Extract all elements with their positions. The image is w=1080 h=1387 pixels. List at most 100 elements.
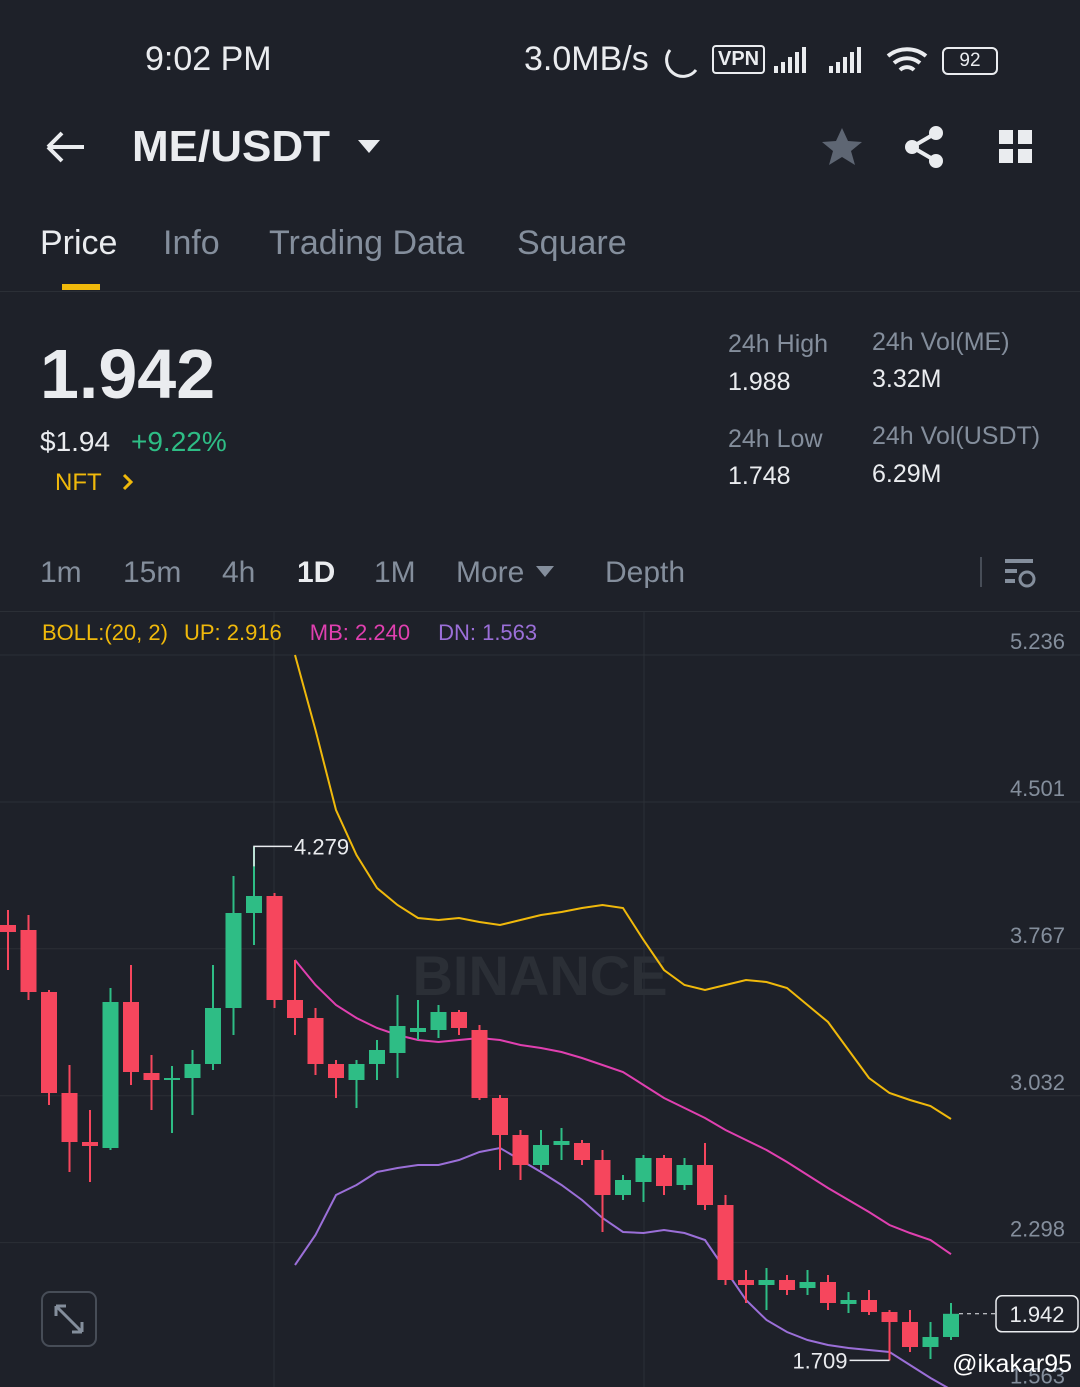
- candle-body: [533, 1145, 549, 1165]
- stat-label: 24h Vol(ME): [872, 328, 1010, 356]
- stat-value: 1.748: [728, 462, 791, 490]
- candle-body: [20, 930, 37, 992]
- tab[interactable]: Info: [163, 224, 220, 262]
- last-price: 1.942: [40, 335, 216, 413]
- signal: [774, 47, 861, 73]
- interval[interactable]: 15m: [123, 556, 182, 589]
- candle-body: [840, 1300, 857, 1304]
- candle-body: [410, 1028, 426, 1032]
- expand-icon: [54, 1304, 84, 1334]
- wifi: [886, 47, 928, 72]
- stat-label: 24h High: [728, 330, 829, 358]
- candle-body: [717, 1205, 734, 1280]
- low-label: 1.709: [792, 1348, 847, 1373]
- legend: BOLL:(20, 2) UP: 2.916 MB: 2.240 DN: 1.563: [42, 620, 537, 645]
- legend-entry: UP: 2.916: [184, 620, 282, 645]
- candle-body: [307, 1018, 324, 1064]
- candle-body: [676, 1165, 693, 1185]
- battery: 92: [942, 47, 998, 75]
- boll-line: [294, 654, 952, 1120]
- indicator: BOLL:(20, 2): [42, 620, 168, 645]
- interval[interactable]: 1D: [297, 556, 336, 589]
- price-tag-label: 1.942: [1009, 1302, 1064, 1327]
- moon-icon: [665, 49, 698, 78]
- y-tick-label: 5.236: [1010, 629, 1065, 654]
- candle-body: [779, 1280, 795, 1290]
- favorite-button[interactable]: [822, 128, 862, 165]
- pair-dropdown[interactable]: [358, 140, 380, 153]
- candle-body: [861, 1300, 877, 1312]
- interval[interactable]: More: [456, 556, 525, 589]
- y-tick-label: 3.032: [1010, 1070, 1065, 1095]
- candle-body: [123, 1002, 139, 1072]
- icons: [46, 47, 1032, 168]
- candle-body: [184, 1064, 201, 1078]
- candle-body: [738, 1280, 754, 1285]
- pair-title: ME/USDT: [132, 122, 330, 171]
- candle-body: [102, 1002, 119, 1148]
- time: 9:02 PM: [145, 40, 272, 78]
- candle-body: [287, 1000, 303, 1018]
- candle-body: [389, 1026, 406, 1053]
- y-tick-label: 1.563: [1010, 1364, 1065, 1387]
- candle-body: [225, 913, 242, 1008]
- legend-entry: MB: 2.240: [310, 620, 410, 645]
- interval[interactable]: 1m: [40, 556, 82, 589]
- y-tick-label: 3.767: [1010, 923, 1065, 948]
- candle-body: [430, 1012, 447, 1030]
- tab[interactable]: Square: [517, 224, 627, 262]
- expand-button[interactable]: [41, 1291, 97, 1347]
- candle-body: [348, 1064, 365, 1080]
- candle-body: [61, 1093, 78, 1142]
- watermark: BINANCE: [412, 944, 667, 1007]
- candle-body: [615, 1180, 631, 1195]
- interval[interactable]: 1M: [374, 556, 416, 589]
- divider: [0, 291, 1080, 292]
- tab[interactable]: Price: [40, 224, 118, 262]
- interval[interactable]: Depth: [605, 556, 686, 589]
- tab[interactable]: Trading Data: [269, 224, 465, 262]
- legend-entry: DN: 1.563: [438, 620, 537, 645]
- candle-body: [697, 1165, 713, 1205]
- candle-body: [266, 896, 283, 1000]
- candle-body: [574, 1143, 590, 1160]
- high-label: 4.279: [294, 834, 349, 859]
- candle-body: [902, 1322, 918, 1347]
- price-tag: [995, 1295, 1079, 1333]
- high-pointer: [253, 845, 292, 867]
- candle-body: [328, 1064, 344, 1078]
- divider: [0, 611, 1080, 612]
- tab-indicator: [62, 284, 100, 290]
- candle-body: [471, 1030, 488, 1098]
- share-button[interactable]: [905, 126, 943, 168]
- candle-body: [656, 1158, 672, 1186]
- stat-value: 3.32M: [872, 365, 942, 393]
- net-speed: 3.0MB/s: [524, 40, 649, 78]
- candle-body: [143, 1073, 160, 1080]
- candle-body: [246, 896, 262, 913]
- stat-label: 24h Low: [728, 425, 823, 453]
- candle-body: [943, 1313, 959, 1337]
- candle-body: [512, 1135, 529, 1165]
- candle-body: [205, 1008, 221, 1064]
- candle-body: [164, 1078, 180, 1080]
- tag[interactable]: NFT: [55, 469, 102, 496]
- y-tick-label: 4.501: [1010, 776, 1065, 801]
- stat-value: 6.29M: [872, 460, 942, 488]
- interval[interactable]: 4h: [222, 556, 256, 589]
- credit: @ikakar95: [952, 1350, 1072, 1378]
- stat-value: 1.988: [728, 368, 791, 396]
- candle-body: [594, 1160, 611, 1195]
- chevron: [122, 473, 134, 491]
- chart-settings[interactable]: [975, 555, 1045, 591]
- candle-body: [82, 1142, 98, 1146]
- candle-body: [922, 1337, 939, 1347]
- candle-body: [0, 925, 16, 932]
- change: +9.22%: [131, 426, 227, 457]
- candle-body: [758, 1280, 775, 1285]
- back-button[interactable]: [46, 131, 84, 163]
- menu-button[interactable]: [999, 130, 1032, 163]
- vpn: VPN: [712, 45, 766, 74]
- candle-body: [369, 1050, 385, 1064]
